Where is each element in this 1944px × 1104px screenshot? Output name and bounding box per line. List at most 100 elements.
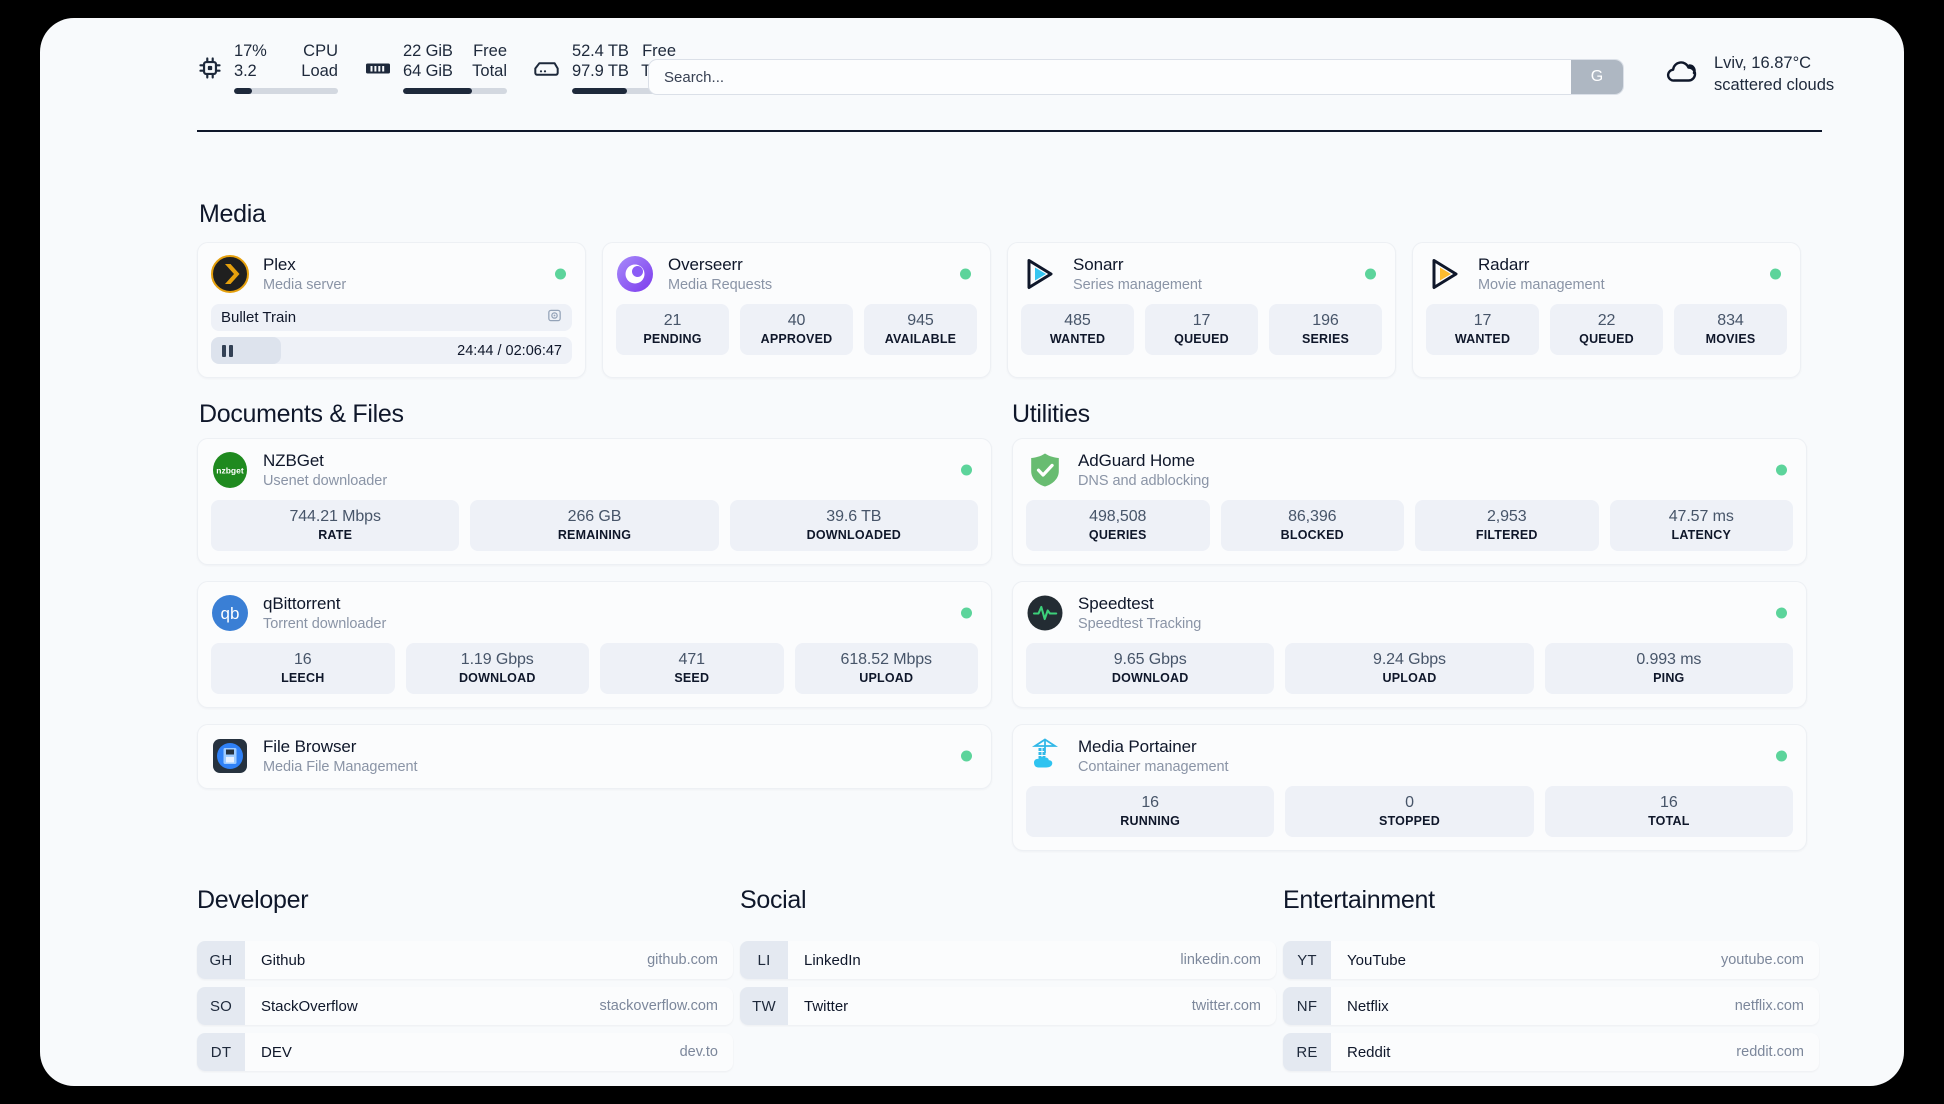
stat-tile-value: 471 [678,651,706,668]
bookmark-item[interactable]: RE Reddit reddit.com [1283,1033,1819,1071]
stat-tile[interactable]: 39.6 TB DOWNLOADED [729,500,978,551]
bookmark-item[interactable]: NF Netflix netflix.com [1283,987,1819,1025]
stat-tile[interactable]: 40 APPROVED [740,304,853,355]
filebrowser-icon [211,737,249,775]
bookmark-abbr: LI [740,941,788,979]
bookmark-group-developer: Developer GH Github github.com SO StackOverfl… [197,886,733,1071]
stat-tile-value: 9.24 Gbps [1373,651,1446,668]
stat-tile-value: 266 GB [567,508,622,525]
bookmark-name: LinkedIn [804,951,861,969]
service-card[interactable]: Media Portainer Container management 16 RUN… [1012,724,1807,851]
stat-label-top: Free [642,42,676,60]
stat-tile[interactable]: 0.993 ms PING [1544,643,1793,694]
stat-tile[interactable]: 47.57 ms LATENCY [1609,500,1793,551]
service-card[interactable]: Overseerr Media Requests 21 PENDING 40 APPROV… [602,242,991,378]
stat-tile[interactable]: 22 QUEUED [1550,304,1663,355]
service-card[interactable]: Radarr Movie management 17 WANTED 22 QUEUED 83… [1412,242,1801,378]
service-name: Speedtest [1078,594,1154,613]
bookmark-item[interactable]: GH Github github.com [197,941,733,979]
now-playing-bar[interactable]: Bullet Train [211,304,572,331]
service-name: Plex [263,255,296,274]
nzbget-icon: nzbget [211,451,249,489]
service-card[interactable]: Plex Media server Bullet Train 24:44 / 02:0… [197,242,586,378]
adguard-icon [1026,451,1064,489]
stat-tile[interactable]: 266 GB REMAINING [470,500,719,551]
stat-tile-row: 485 WANTED 17 QUEUED 196 SERIES [1021,304,1382,355]
stat-tile[interactable]: 86,396 BLOCKED [1220,500,1404,551]
service-name: AdGuard Home [1078,451,1195,470]
bookmark-item[interactable]: SO StackOverflow stackoverflow.com [197,987,733,1025]
service-name: Sonarr [1073,255,1124,274]
status-indicator-dot [961,750,972,762]
svg-text:qb: qb [221,604,240,623]
status-indicator-dot [1776,607,1787,619]
stat-tile[interactable]: 744.21 Mbps RATE [211,500,460,551]
bookmark-abbr: RE [1283,1033,1331,1071]
stat-tile[interactable]: 21 PENDING [616,304,729,355]
stat-tile[interactable]: 9.65 Gbps DOWNLOAD [1026,643,1275,694]
stat-tile[interactable]: 618.52 Mbps UPLOAD [794,643,978,694]
stat-tile-label: PING [1653,671,1685,685]
bookmark-item[interactable]: LI LinkedIn linkedin.com [740,941,1276,979]
bookmark-url: linkedin.com [1180,952,1261,968]
bookmark-abbr: NF [1283,987,1331,1025]
stat-value-top: 17% [234,42,267,60]
stat-progress-bar [403,88,507,94]
service-card-header: Speedtest Speedtest Tracking [1026,594,1793,632]
stat-tile[interactable]: 2,953 FILTERED [1415,500,1599,551]
playback-progress-bar[interactable]: 24:44 / 02:06:47 [211,337,572,364]
bookmark-item[interactable]: TW Twitter twitter.com [740,987,1276,1025]
stat-tile[interactable]: 834 MOVIES [1674,304,1787,355]
stat-tile-label: TOTAL [1648,814,1690,828]
stat-tile[interactable]: 1.19 Gbps DOWNLOAD [405,643,589,694]
stat-tile[interactable]: 16 RUNNING [1026,786,1275,837]
service-card-header: AdGuard Home DNS and adblocking [1026,451,1793,489]
stat-tile-label: REMAINING [557,528,632,542]
bookmark-item[interactable]: YT YouTube youtube.com [1283,941,1819,979]
service-card[interactable]: File Browser Media File Management [197,724,992,789]
stat-tile[interactable]: 16 LEECH [211,643,395,694]
stat-tile[interactable]: 17 QUEUED [1145,304,1258,355]
stat-tile-value: 485 [1064,312,1091,329]
search-input[interactable] [649,60,1571,94]
service-name: Media Portainer [1078,737,1197,756]
stat-tile-row: 744.21 Mbps RATE 266 GB REMAINING 39.6 TB DOW… [211,500,978,551]
status-indicator-dot [1365,268,1376,280]
qbittorrent-icon: qb [211,594,249,632]
stat-tile[interactable]: 945 AVAILABLE [864,304,977,355]
search-bar[interactable]: G [648,59,1624,95]
stat-tile-label: DOWNLOAD [1111,671,1189,685]
service-card[interactable]: nzbget NZBGet Usenet downloader 744.21 Mbps… [197,438,992,565]
search-engine-button[interactable]: G [1571,60,1623,94]
stat-tile[interactable]: 485 WANTED [1021,304,1134,355]
stat-tile[interactable]: 17 WANTED [1426,304,1539,355]
stat-tile[interactable]: 498,508 QUERIES [1026,500,1210,551]
service-card[interactable]: Speedtest Speedtest Tracking 9.65 Gbps DOWN… [1012,581,1807,708]
stat-tile-value: 17 [1192,312,1211,329]
service-card-header: Sonarr Series management [1021,255,1382,293]
stat-tile-value: 39.6 TB [826,508,882,525]
stat-tile-value: 0.993 ms [1636,651,1702,668]
service-description: Media server [263,277,347,293]
service-card[interactable]: qb qBittorrent Torrent downloader 16 LEECH 1.… [197,581,992,708]
service-description: Container management [1078,759,1229,775]
stat-tile-label: APPROVED [760,332,833,346]
weather-widget: Lviv, 16.87°C scattered clouds [1665,54,1834,95]
service-description: Media Requests [668,277,773,293]
overseerr-icon [616,255,654,293]
service-name: Radarr [1478,255,1530,274]
service-card[interactable]: AdGuard Home DNS and adblocking 498,508 QUE… [1012,438,1807,565]
stat-tile[interactable]: 0 STOPPED [1285,786,1534,837]
stat-tile-value: 196 [1312,312,1339,329]
cast-icon[interactable] [547,308,562,328]
stat-tile[interactable]: 471 SEED [600,643,784,694]
stat-tile-value: 498,508 [1089,508,1147,525]
bookmark-group-title: Developer [197,886,309,914]
stat-tile[interactable]: 16 TOTAL [1544,786,1793,837]
pause-icon[interactable] [222,344,233,357]
stat-tile[interactable]: 9.24 Gbps UPLOAD [1285,643,1534,694]
stat-tile[interactable]: 196 SERIES [1269,304,1382,355]
bookmark-item[interactable]: DT DEV dev.to [197,1033,733,1071]
service-card[interactable]: Sonarr Series management 485 WANTED 17 QUEUED… [1007,242,1396,378]
service-description: DNS and adblocking [1078,473,1210,489]
